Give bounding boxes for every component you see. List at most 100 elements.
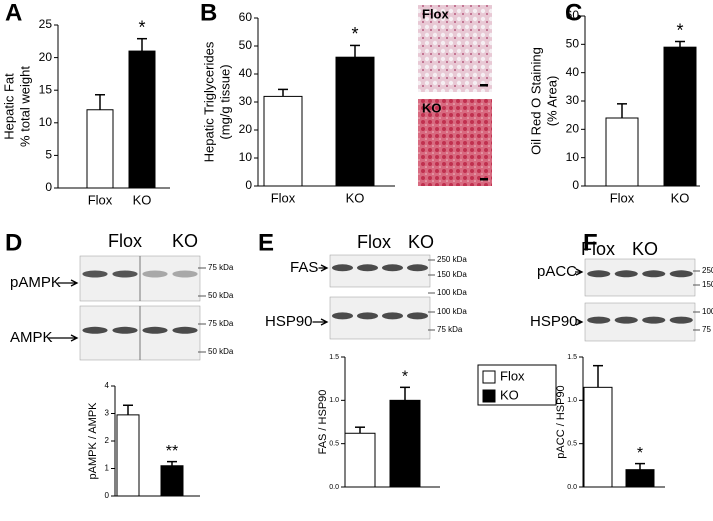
error-bar: [617, 103, 627, 118]
y-tick-label: 25: [39, 17, 53, 31]
y-tick-label: 50: [566, 37, 580, 51]
marker-label: 150 kDa: [702, 280, 713, 289]
error-bar: [675, 40, 685, 48]
x-tick-label: Flox: [88, 192, 113, 207]
scale-bar: [480, 84, 488, 87]
blot-band: [382, 312, 403, 320]
bar: [625, 469, 655, 488]
legend-swatch: [482, 370, 496, 384]
y-tick-label: 3: [105, 409, 110, 418]
micrograph: [418, 5, 492, 92]
blot-band: [332, 312, 353, 320]
blot-band: [332, 264, 353, 272]
y-axis-label: (% Area): [544, 76, 559, 127]
bar: [263, 95, 303, 187]
y-tick-label: 1.0: [567, 397, 577, 404]
y-axis-label: pAMPK / AMPK: [87, 402, 99, 480]
y-tick-label: 30: [566, 93, 580, 107]
y-tick-label: 40: [239, 66, 253, 80]
blot-band: [172, 326, 198, 334]
y-tick-label: 40: [566, 65, 580, 79]
blot-band: [669, 316, 693, 324]
x-tick-label: Flox: [271, 190, 296, 205]
y-tick-label: 30: [239, 94, 253, 108]
y-axis-label: pACC / HSP90: [555, 385, 567, 458]
marker-label: 100 kDa: [437, 288, 467, 297]
y-tick-label: 0.0: [329, 484, 339, 491]
blot-row-label: pACC: [537, 263, 577, 280]
marker-label: 150 kDa: [437, 270, 467, 279]
y-tick-label: 1.5: [329, 354, 339, 361]
legend-label: Flox: [500, 368, 525, 383]
legend: Flox KO: [477, 364, 557, 406]
blot-band: [357, 312, 378, 320]
blot-row-label: HSP90: [530, 313, 578, 330]
error-bar: [350, 44, 360, 58]
x-tick-label: KO: [133, 192, 152, 207]
error-bar: [278, 88, 288, 97]
marker-label: 75 kDa: [437, 325, 463, 334]
y-tick-label: 20: [39, 50, 53, 64]
blot-band: [642, 270, 666, 278]
blot-band: [614, 316, 638, 324]
y-axis-label: FAS / HSP90: [317, 390, 329, 455]
blot-row-label: AMPK: [10, 329, 53, 346]
y-axis-label: (mg/g tissue): [217, 64, 232, 139]
x-tick-label: KO: [346, 190, 365, 205]
y-tick-label: 60: [239, 10, 253, 24]
blot-band: [142, 270, 168, 278]
bar: [389, 399, 421, 488]
blot-band: [172, 270, 198, 278]
bar: [663, 46, 697, 187]
panel-letter: E: [258, 229, 274, 256]
blot-header: KO: [408, 232, 434, 252]
y-tick-label: 20: [239, 122, 253, 136]
blot-band: [614, 270, 638, 278]
x-tick-label: Flox: [610, 190, 635, 205]
bar: [128, 50, 156, 189]
marker-label: 50 kDa: [208, 291, 234, 300]
blot-arrow: [57, 279, 79, 287]
blot-arrow: [48, 334, 79, 342]
marker-label: 250 kDa: [702, 266, 713, 275]
micrograph-label: Flox: [422, 6, 449, 21]
blot-arrow: [575, 318, 584, 326]
blot-band: [142, 326, 168, 334]
blot-header: Flox: [108, 231, 142, 251]
y-axis-label: Hepatic Triglycerides: [201, 41, 216, 162]
marker-label: 250 kDa: [437, 255, 467, 264]
y-tick-label: 1: [105, 464, 110, 473]
blot-arrow: [312, 318, 329, 326]
y-tick-label: 0.5: [329, 441, 339, 448]
y-axis-label: % total weight: [17, 66, 32, 147]
significance: *: [138, 17, 145, 37]
micrograph-label: KO: [422, 100, 442, 115]
micrograph: [418, 99, 492, 186]
blot-band: [112, 326, 138, 334]
y-tick-label: 2: [105, 436, 110, 445]
marker-label: 50 kDa: [208, 347, 234, 356]
error-bar: [167, 460, 177, 466]
blot-arrow: [575, 268, 584, 276]
blot-band: [357, 264, 378, 272]
blot-band: [587, 316, 611, 324]
blot-row-label: HSP90: [265, 313, 313, 330]
error-bar: [123, 404, 133, 415]
marker-label: 75 kDa: [208, 319, 234, 328]
y-tick-label: 10: [39, 115, 53, 129]
legend-frame: [477, 364, 557, 406]
panel-letter: D: [5, 229, 22, 256]
blot-header: KO: [172, 231, 198, 251]
y-axis-label: Hepatic Fat: [1, 73, 16, 140]
blot-band: [82, 270, 108, 278]
y-tick-label: 5: [45, 148, 52, 162]
significance: *: [351, 24, 358, 44]
y-tick-label: 0.5: [567, 441, 577, 448]
bar: [344, 432, 376, 488]
error-bar: [355, 426, 365, 434]
panel-letter: F: [583, 229, 598, 256]
blot-row-label: FAS: [290, 259, 318, 276]
y-tick-label: 10: [239, 150, 253, 164]
blot-band: [407, 312, 428, 320]
